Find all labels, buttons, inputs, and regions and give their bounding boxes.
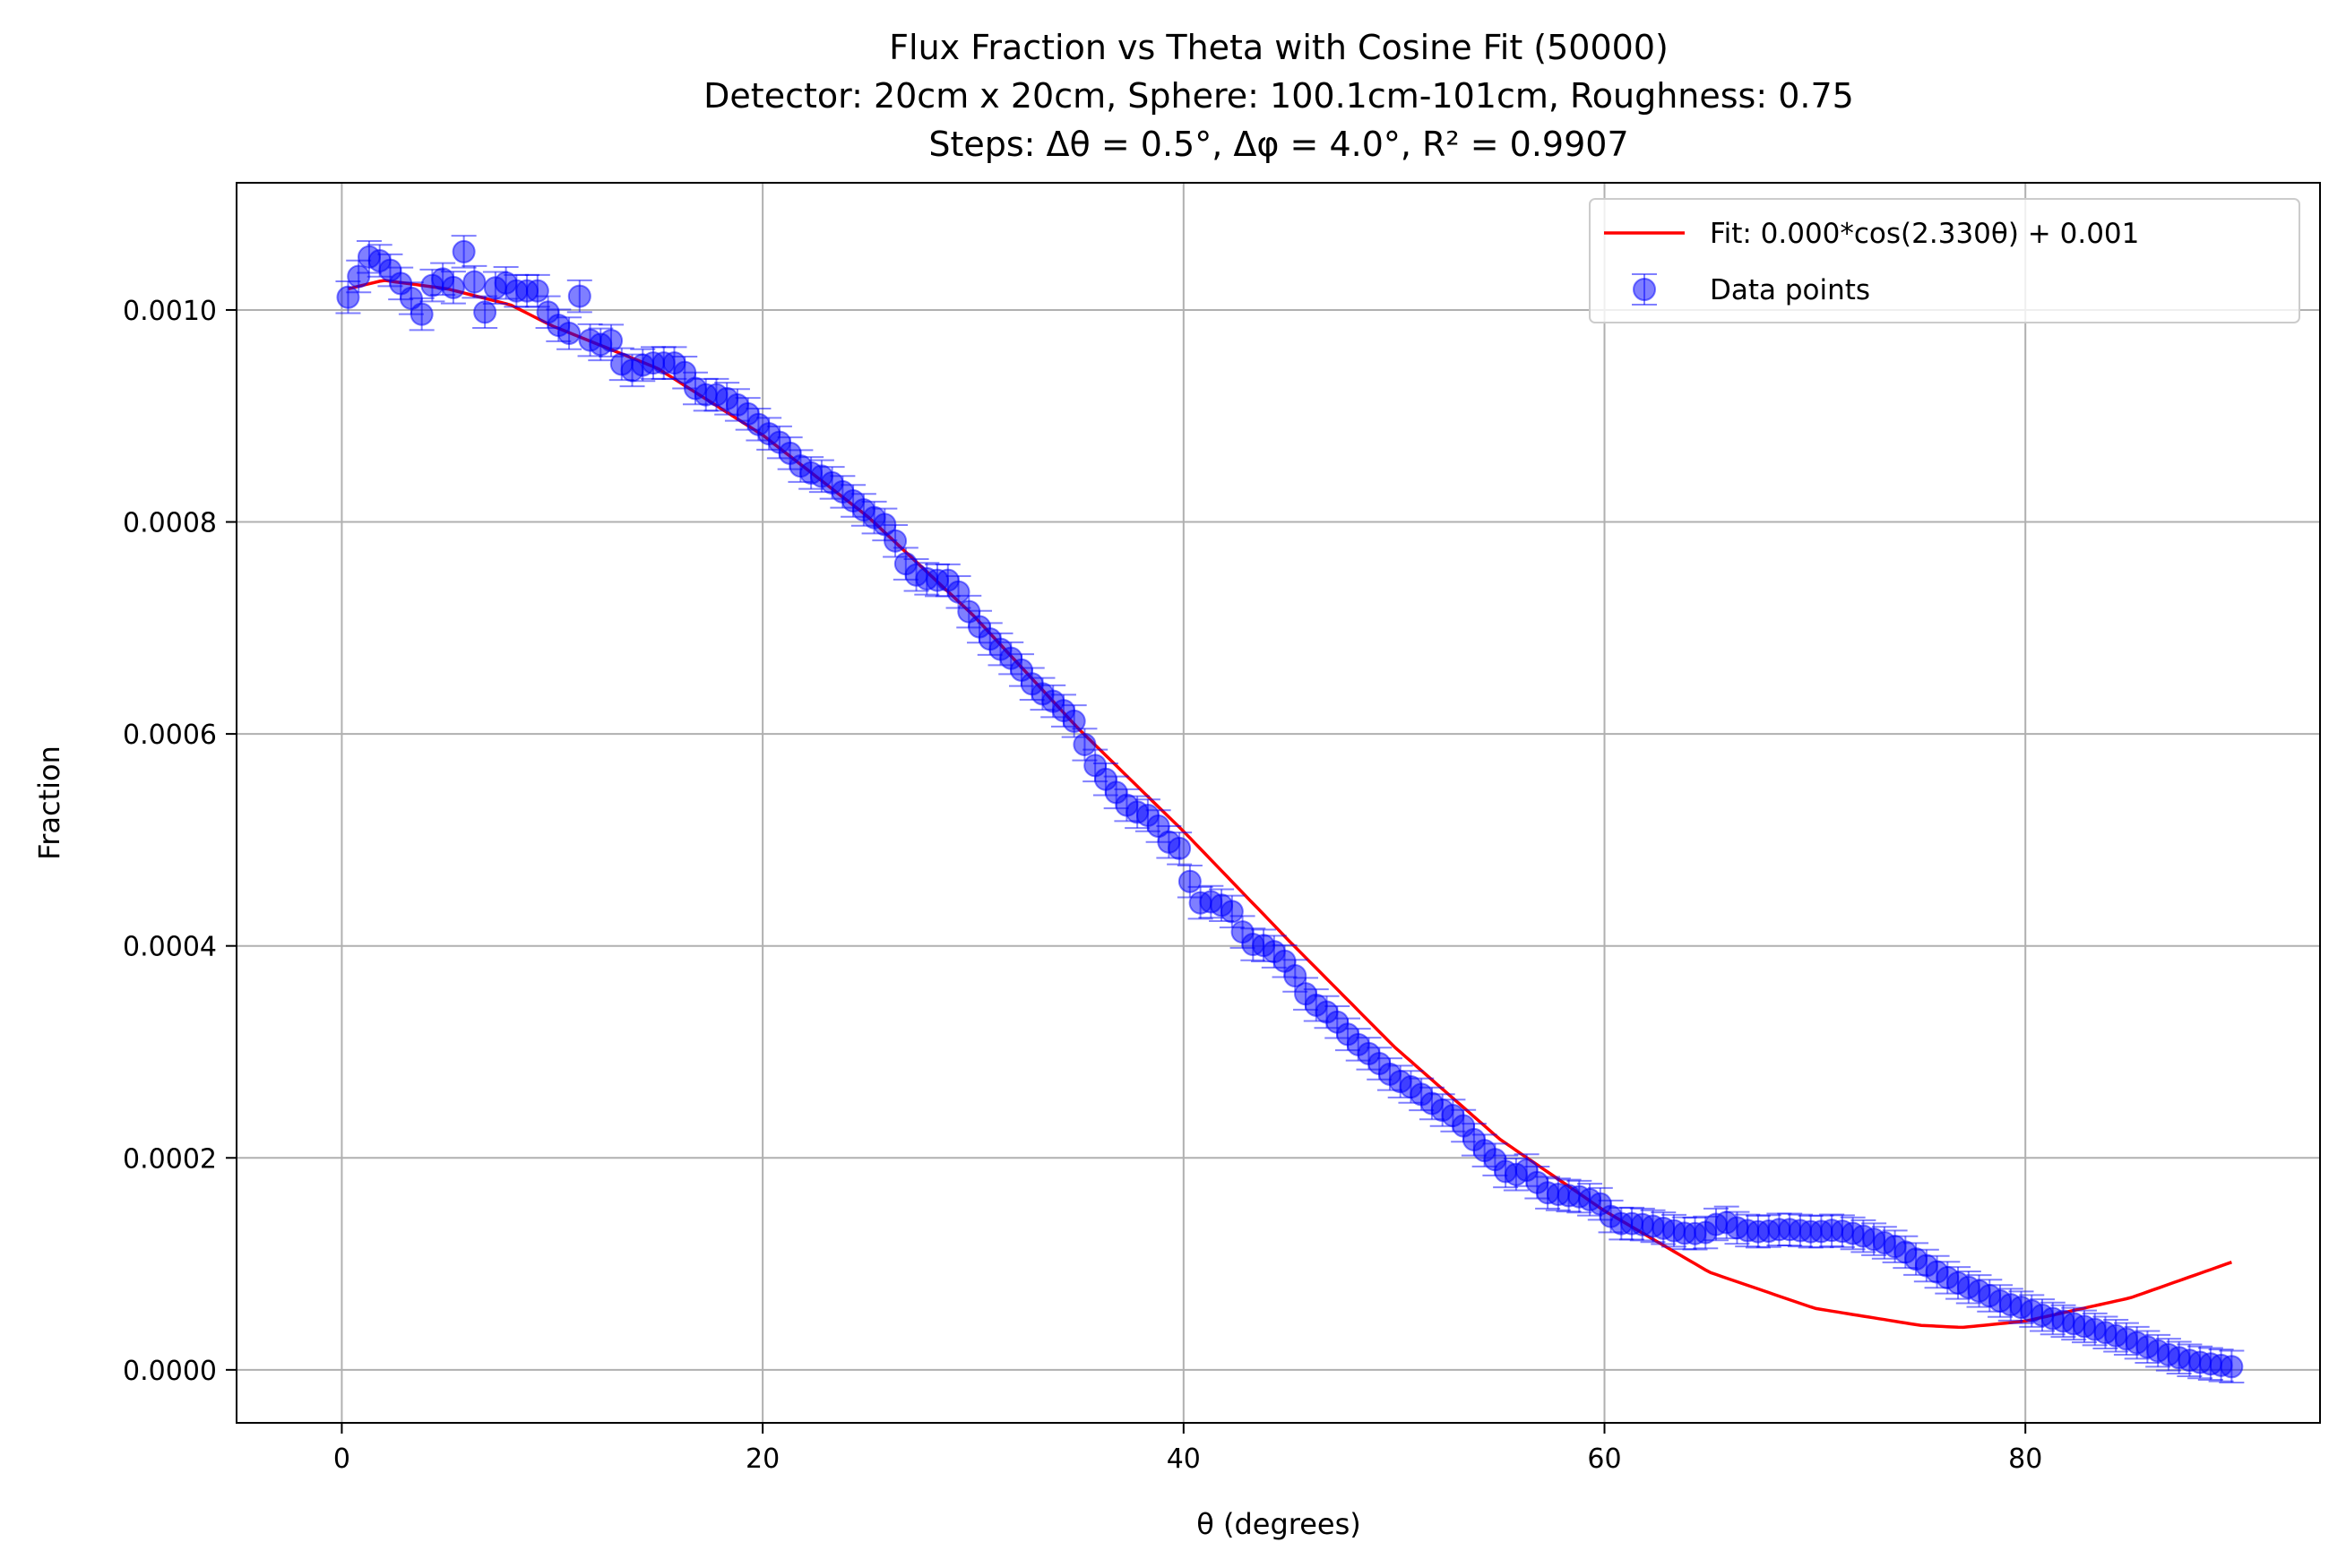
title-line-2: Detector: 20cm x 20cm, Sphere: 100.1cm-1…	[703, 76, 1854, 116]
legend-box	[1589, 198, 2300, 323]
x-tick-label: 60	[1587, 1443, 1621, 1475]
x-tick-label: 40	[1167, 1443, 1201, 1475]
chart-title: Flux Fraction vs Theta with Cosine Fit (…	[703, 28, 1854, 164]
data-point	[1219, 894, 1245, 929]
plot-area	[237, 183, 2320, 1423]
y-tick-label: 0.0000	[123, 1356, 217, 1387]
legend-data-label: Data points	[1710, 274, 1870, 306]
plot-frame	[236, 182, 2321, 1424]
data-point	[472, 295, 498, 330]
y-tick-label: 0.0008	[123, 508, 217, 539]
y-tick-label: 0.0004	[123, 932, 217, 963]
x-axis-label: θ (degrees)	[1196, 1507, 1361, 1541]
data-point	[451, 235, 477, 269]
data-point	[346, 259, 372, 294]
data-point	[1061, 704, 1087, 738]
data-point	[945, 574, 971, 609]
data-point	[2219, 1349, 2245, 1384]
data-point	[461, 264, 487, 299]
legend: Fit: 0.000*cos(2.330θ) + 0.001 Data poin…	[1589, 198, 2300, 323]
legend-fit-label: Fit: 0.000*cos(2.330θ) + 0.001	[1710, 218, 2139, 250]
data-point	[1282, 959, 1308, 993]
data-point	[409, 297, 435, 332]
x-tick-label: 20	[746, 1443, 780, 1475]
data-series	[335, 235, 2245, 1384]
data-point	[440, 271, 466, 305]
x-axis-ticks: 0 20 40 60 80	[333, 1423, 2042, 1475]
title-line-3: Steps: Δθ = 0.5°, Δφ = 4.0°, R² = 0.9907	[928, 125, 1628, 164]
legend-data-swatch	[1632, 273, 1657, 306]
data-point	[556, 316, 582, 350]
data-point	[566, 279, 592, 314]
y-tick-label: 0.0002	[123, 1143, 217, 1175]
y-axis-label: Fraction	[32, 745, 66, 860]
data-point	[1167, 831, 1193, 866]
y-tick-label: 0.0010	[123, 296, 217, 327]
x-tick-label: 0	[333, 1443, 350, 1475]
data-point	[599, 323, 625, 358]
data-point	[335, 280, 361, 314]
x-tick-label: 80	[2008, 1443, 2042, 1475]
y-axis-ticks: 0.0000 0.0002 0.0004 0.0006 0.0008 0.0010	[123, 296, 237, 1387]
title-line-1: Flux Fraction vs Theta with Cosine Fit (…	[889, 28, 1669, 67]
y-tick-label: 0.0006	[123, 719, 217, 751]
